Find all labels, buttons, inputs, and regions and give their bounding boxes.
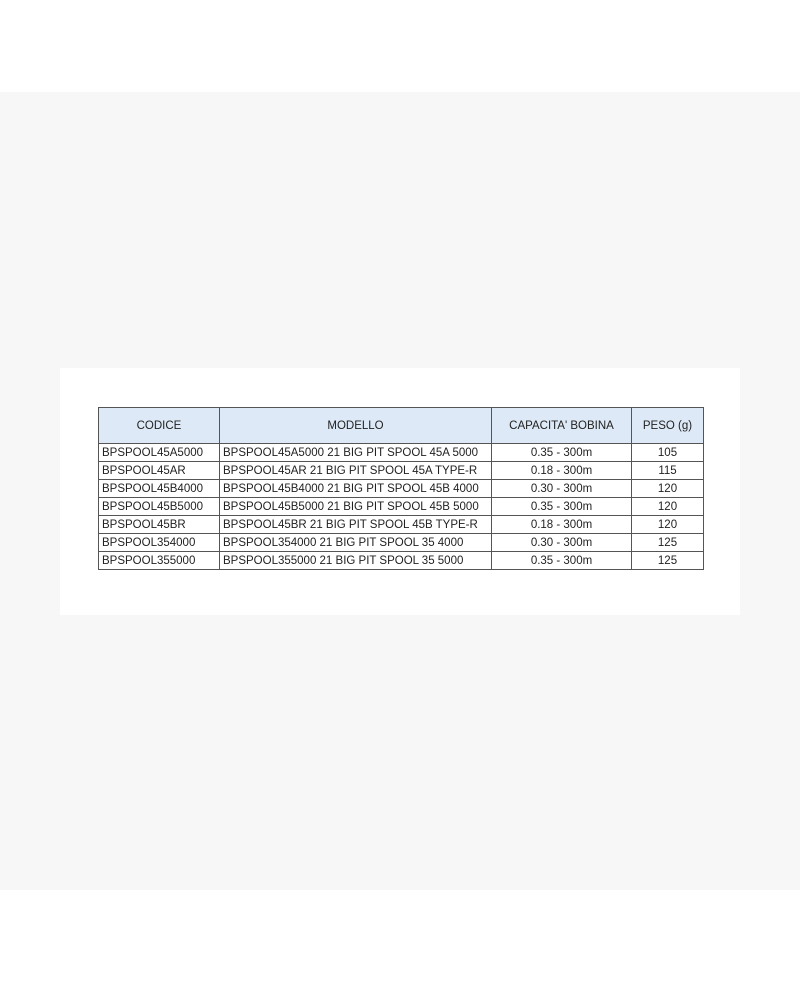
cell-codice: BPSPOOL45AR [98,461,220,480]
spool-spec-table: CODICE MODELLO CAPACITA' BOBINA PESO (g)… [98,407,704,570]
table-row: BPSPOOL45B5000 BPSPOOL45B5000 21 BIG PIT … [98,497,704,516]
header-capacita: CAPACITA' BOBINA [491,407,632,444]
cell-capacita: 0.35 - 300m [491,551,632,570]
cell-codice: BPSPOOL45A5000 [98,443,220,462]
cell-capacita: 0.35 - 300m [491,497,632,516]
cell-peso: 125 [631,533,704,552]
cell-peso: 120 [631,515,704,534]
cell-modello: BPSPOOL45BR 21 BIG PIT SPOOL 45B TYPE-R [219,515,492,534]
cell-modello: BPSPOOL45A5000 21 BIG PIT SPOOL 45A 5000 [219,443,492,462]
cell-codice: BPSPOOL45BR [98,515,220,534]
table-row: BPSPOOL45AR BPSPOOL45AR 21 BIG PIT SPOOL … [98,461,704,480]
header-modello: MODELLO [219,407,492,444]
cell-capacita: 0.18 - 300m [491,515,632,534]
cell-capacita: 0.30 - 300m [491,533,632,552]
cell-peso: 115 [631,461,704,480]
cell-modello: BPSPOOL45AR 21 BIG PIT SPOOL 45A TYPE-R [219,461,492,480]
table-row: BPSPOOL355000 BPSPOOL355000 21 BIG PIT SP… [98,551,704,570]
cell-modello: BPSPOOL45B5000 21 BIG PIT SPOOL 45B 5000 [219,497,492,516]
cell-peso: 120 [631,479,704,498]
cell-codice: BPSPOOL354000 [98,533,220,552]
table-row: BPSPOOL45B4000 BPSPOOL45B4000 21 BIG PIT … [98,479,704,498]
cell-peso: 120 [631,497,704,516]
header-codice: CODICE [98,407,220,444]
cell-modello: BPSPOOL355000 21 BIG PIT SPOOL 35 5000 [219,551,492,570]
cell-peso: 105 [631,443,704,462]
cell-modello: BPSPOOL354000 21 BIG PIT SPOOL 35 4000 [219,533,492,552]
cell-modello: BPSPOOL45B4000 21 BIG PIT SPOOL 45B 4000 [219,479,492,498]
table-row: BPSPOOL354000 BPSPOOL354000 21 BIG PIT SP… [98,533,704,552]
cell-capacita: 0.30 - 300m [491,479,632,498]
table-row: BPSPOOL45BR BPSPOOL45BR 21 BIG PIT SPOOL … [98,515,704,534]
table-row: BPSPOOL45A5000 BPSPOOL45A5000 21 BIG PIT … [98,443,704,462]
cell-capacita: 0.35 - 300m [491,443,632,462]
cell-capacita: 0.18 - 300m [491,461,632,480]
cell-codice: BPSPOOL45B4000 [98,479,220,498]
table-header-row: CODICE MODELLO CAPACITA' BOBINA PESO (g) [98,407,704,444]
cell-codice: BPSPOOL355000 [98,551,220,570]
cell-peso: 125 [631,551,704,570]
cell-codice: BPSPOOL45B5000 [98,497,220,516]
header-peso: PESO (g) [631,407,704,444]
